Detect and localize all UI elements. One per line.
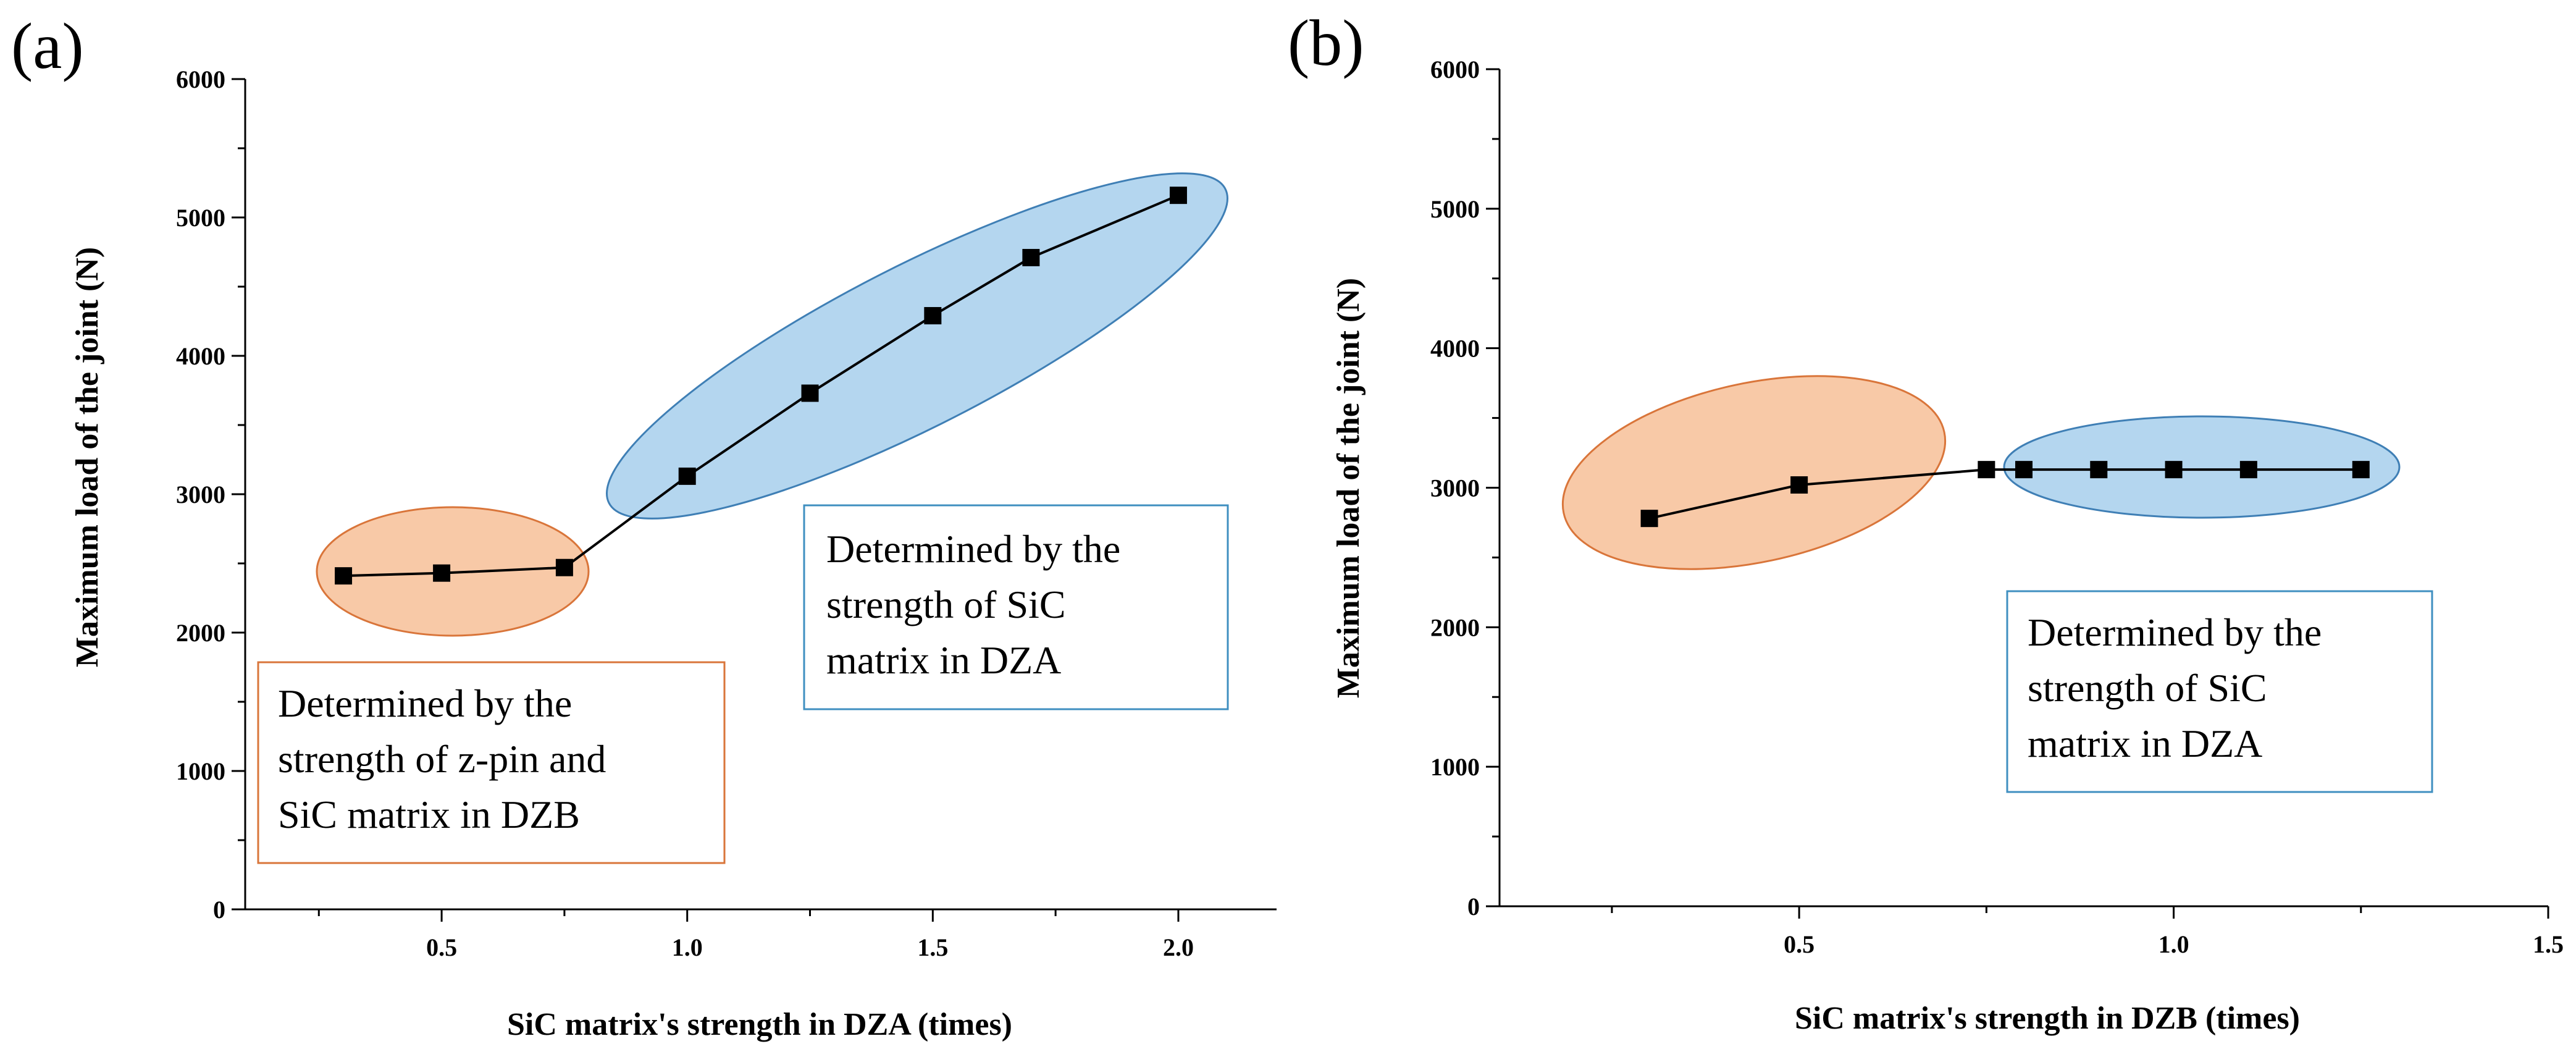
panel-b-y-tick-label: 3000: [1430, 474, 1480, 502]
panel-b-annotation-line: matrix in DZA: [2028, 722, 2262, 765]
panel-b-x-axis-title: SiC matrix's strength in DZB (times): [1795, 1001, 2300, 1036]
panel-b-data-point: [2352, 461, 2370, 479]
panel-b-data-point: [1978, 461, 1995, 479]
panel-a-y-tick-label: 3000: [176, 481, 225, 508]
panel-a-data-point: [924, 307, 942, 325]
panel-b-annotation-line: Determined by the: [2028, 610, 2322, 654]
panel-b-x-tick-label: 0.5: [1784, 930, 1815, 958]
panel-a-x-tick-label: 2.0: [1163, 933, 1194, 961]
panel-a-data-point: [1169, 187, 1187, 204]
panel-b-region-orange: [1561, 375, 1947, 570]
panel-a-series-line: [343, 194, 1179, 578]
panel-a-y-tick-label: 1000: [176, 757, 225, 785]
panel-b-data-point: [1640, 510, 1658, 528]
panel-a: (a) 0.5 1.0 1.5 2.0 0 1000 2000 3000 4000 5000 600…: [11, 10, 1277, 1042]
panel-a-annotation-line: strength of z-pin and: [278, 737, 606, 781]
panel-a-annotation-line: strength of SiC: [826, 583, 1066, 626]
panel-a-x-tick-label: 0.5: [426, 933, 457, 961]
panel-b-x-tick-label: 1.5: [2533, 930, 2564, 958]
panel-a-data-point: [433, 564, 451, 582]
panel-b-region-blue: [2003, 415, 2401, 519]
panel-a-annotation-box: [257, 661, 726, 864]
panel-b-series-line: [1649, 468, 2361, 520]
panel-b-data-point: [2165, 461, 2183, 479]
panel-b-y-tick-label: 1000: [1430, 753, 1480, 781]
panel-b-annotation-box: [2006, 590, 2433, 793]
panel-b-y-tick-label: 5000: [1430, 195, 1480, 223]
panel-b-x-tick-label: 1.0: [2159, 930, 2189, 958]
panel-b-data-point: [2090, 461, 2108, 479]
panel-b-annotation-line: strength of SiC: [2028, 666, 2267, 710]
panel-a-x-tick-label: 1.5: [917, 933, 948, 961]
panel-a-annotation-line: Determined by the: [826, 527, 1120, 571]
panel-a-y-tick-label: 5000: [176, 204, 225, 232]
panel-b-letter: (b): [1288, 7, 1364, 79]
panel-b: (b) 0.5 1.0 1.5 0 1000 2000 3000 4000 5000 6000 D…: [1288, 7, 2564, 1036]
panel-b-y-tick-label: 2000: [1430, 613, 1480, 641]
panel-a-data-point: [1022, 248, 1040, 266]
panel-a-annotation-line: Determined by the: [278, 681, 572, 725]
panel-a-region-blue: [606, 172, 1228, 520]
panel-a-annotation-line: matrix in DZA: [826, 638, 1061, 682]
panel-b-y-axis-title: Maximum load of the joint (N): [1331, 278, 1366, 698]
panel-a-data-point: [801, 384, 819, 402]
panel-b-y-tick-label: 6000: [1430, 56, 1480, 83]
panel-a-y-tick-label: 2000: [176, 619, 225, 647]
panel-a-x-tick-label: 1.0: [672, 933, 703, 961]
panel-a-data-point: [678, 467, 696, 485]
panel-a-annotation-line: SiC matrix in DZB: [278, 793, 580, 836]
panel-b-data-point: [1790, 476, 1808, 494]
panel-a-y-tick-label: 0: [213, 896, 225, 924]
panel-b-y-tick-label: 4000: [1430, 335, 1480, 363]
panel-a-y-tick-label: 4000: [176, 342, 225, 370]
panel-a-data-point: [335, 567, 353, 585]
panel-b-data-point: [2015, 461, 2033, 479]
panel-a-y-axis-title: Maximum load of the joint (N): [70, 247, 105, 667]
panel-a-y-tick-label: 6000: [176, 65, 225, 93]
panel-a-letter: (a): [11, 10, 84, 82]
panel-a-annotation-box: [803, 504, 1229, 710]
panel-a-data-point: [555, 558, 573, 576]
panel-b-y-tick-label: 0: [1467, 893, 1480, 920]
panel-a-x-axis-title: SiC matrix's strength in DZA (times): [507, 1007, 1012, 1042]
panel-b-data-point: [2239, 461, 2257, 479]
